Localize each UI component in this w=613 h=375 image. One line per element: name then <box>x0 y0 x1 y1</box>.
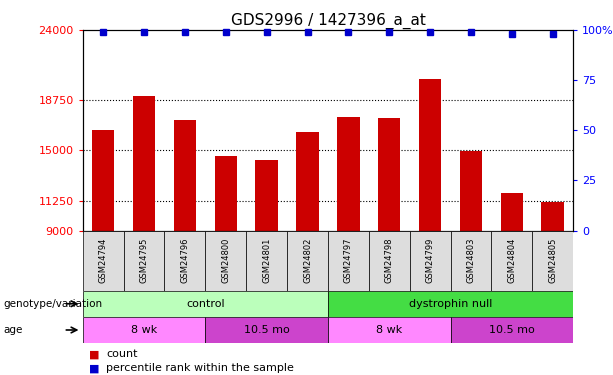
Text: 8 wk: 8 wk <box>131 325 157 335</box>
Text: GSM24799: GSM24799 <box>425 238 435 284</box>
Text: GSM24805: GSM24805 <box>548 238 557 284</box>
Bar <box>83 317 205 343</box>
Bar <box>378 118 400 231</box>
Text: control: control <box>186 299 225 309</box>
Bar <box>328 317 451 343</box>
Bar <box>541 202 564 231</box>
Text: GSM24803: GSM24803 <box>466 238 476 284</box>
Bar <box>133 96 155 231</box>
Bar <box>337 117 360 231</box>
Text: 10.5 mo: 10.5 mo <box>489 325 535 335</box>
Text: GSM24795: GSM24795 <box>140 238 148 284</box>
Text: dystrophin null: dystrophin null <box>409 299 492 309</box>
Text: count: count <box>106 350 137 359</box>
Text: GSM24804: GSM24804 <box>508 238 516 284</box>
Bar <box>173 120 196 231</box>
Text: ■: ■ <box>89 350 99 359</box>
Bar <box>501 193 523 231</box>
Text: GSM24798: GSM24798 <box>385 238 394 284</box>
Bar <box>246 231 287 291</box>
Title: GDS2996 / 1427396_a_at: GDS2996 / 1427396_a_at <box>230 12 425 28</box>
Bar <box>92 130 115 231</box>
Bar <box>328 291 573 317</box>
Bar <box>492 231 532 291</box>
Text: GSM24802: GSM24802 <box>303 238 312 284</box>
Bar <box>215 156 237 231</box>
Text: GSM24796: GSM24796 <box>180 238 189 284</box>
Bar <box>164 231 205 291</box>
Bar <box>83 231 124 291</box>
Text: genotype/variation: genotype/variation <box>3 299 102 309</box>
Bar <box>287 231 328 291</box>
Text: age: age <box>3 325 23 335</box>
Bar <box>460 151 482 231</box>
Bar <box>296 132 319 231</box>
Text: ■: ■ <box>89 363 99 373</box>
Bar <box>328 231 369 291</box>
Bar <box>205 231 246 291</box>
Text: 8 wk: 8 wk <box>376 325 402 335</box>
Bar <box>83 291 328 317</box>
Bar <box>369 231 409 291</box>
Bar <box>124 231 164 291</box>
Bar <box>451 317 573 343</box>
Text: GSM24794: GSM24794 <box>99 238 108 284</box>
Bar <box>256 160 278 231</box>
Text: GSM24797: GSM24797 <box>344 238 353 284</box>
Text: GSM24801: GSM24801 <box>262 238 271 284</box>
Bar <box>451 231 492 291</box>
Bar <box>205 317 328 343</box>
Text: percentile rank within the sample: percentile rank within the sample <box>106 363 294 373</box>
Bar <box>532 231 573 291</box>
Text: GSM24800: GSM24800 <box>221 238 230 284</box>
Bar <box>409 231 451 291</box>
Text: 10.5 mo: 10.5 mo <box>244 325 289 335</box>
Bar <box>419 80 441 231</box>
